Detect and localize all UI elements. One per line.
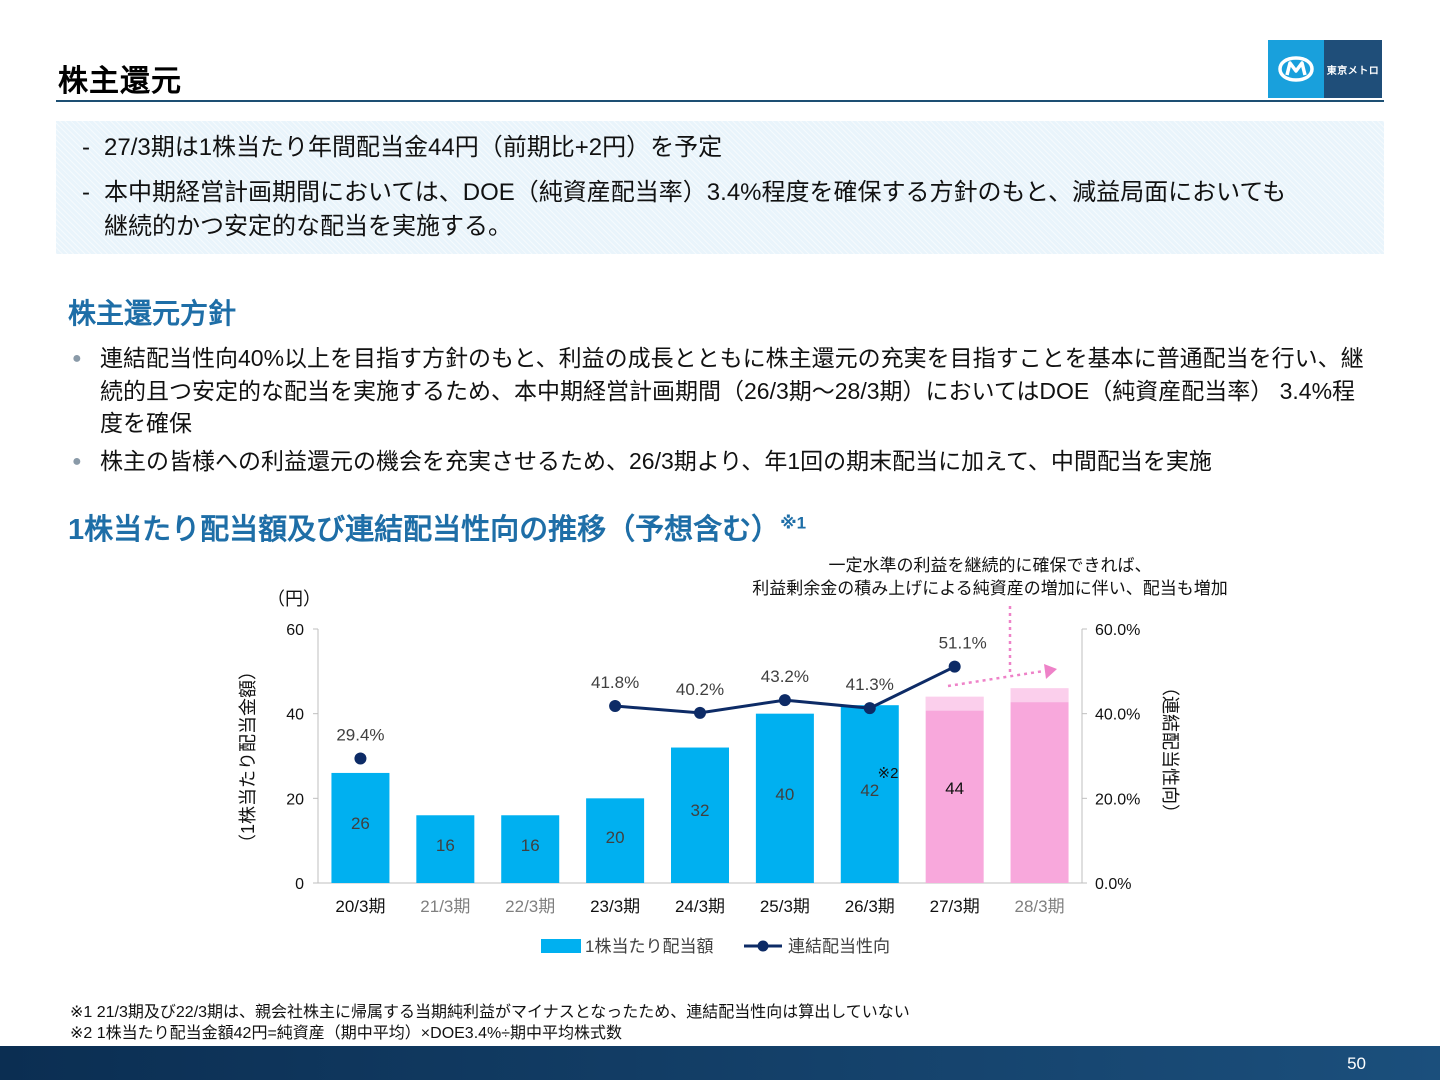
x-tick-label: 27/3期 [930, 897, 980, 916]
payout-ratio-point [863, 702, 876, 715]
right-tick-label: 60.0% [1095, 622, 1140, 639]
payout-ratio-label: 43.2% [761, 667, 809, 686]
chart-heading-text: 1株当たり配当額及び連結配当性向の推移（予想含む） [68, 514, 781, 546]
x-tick-label: 20/3期 [335, 897, 385, 916]
left-tick-label: 40 [286, 707, 304, 724]
page-number: 50 [1347, 1054, 1366, 1073]
policy-text: 度を確保 [100, 410, 192, 436]
summary-text: 27/3期は1株当たり年間配当金44円（前期比+2円）を予定 [104, 134, 723, 161]
bar-28/3期 [1010, 688, 1069, 883]
growth-arrow-line [947, 669, 1045, 688]
policy-text: 連結配当性向40%以上を目指す方針のもと、利益の成長とともに株主還元の充実を目指… [100, 345, 1364, 371]
policy-text: 株主の皆様への利益還元の機会を充実させるため、26/3期より、年1回の期末配当に… [100, 448, 1212, 474]
growth-arrow-head-icon [1044, 664, 1057, 679]
bar-24/3期 [671, 747, 729, 883]
left-tick-label: 60 [286, 622, 304, 639]
right-axis-title: （連結配当性向） [1160, 678, 1180, 822]
bar-value-label: 20 [606, 828, 625, 847]
left-tick-label: 0 [295, 876, 304, 893]
payout-ratio-label: 41.3% [846, 675, 894, 694]
policy-text: 続的且つ安定的な配当を実施するため、本中期経営計画期間（26/3期～28/3期）… [100, 378, 1356, 404]
payout-ratio-point [948, 660, 961, 673]
bar-value-label: 32 [691, 801, 710, 820]
bar-22/3期 [501, 815, 560, 883]
legend-line-marker [757, 940, 769, 952]
bar-26/3期 [840, 705, 899, 883]
dash-bullet-icon: - [82, 179, 90, 206]
bar-27/3期 [925, 696, 984, 883]
logo-text: 東京メトロ [1324, 40, 1382, 98]
payout-ratio-point [694, 706, 706, 719]
summary-item: - 本中期経営計画期間においては、DOE（純資産配当率）3.4%程度を確保する方… [82, 177, 1372, 209]
dividend-chart: 0 20 40 60 0.0% 20.0% 40.0% 60.0% （円） （1株当たり配当金額）… [238, 589, 1180, 956]
right-tick-label: 20.0% [1095, 791, 1140, 808]
bar-value-label: 40 [775, 785, 794, 804]
policy-bullet: ● 株主の皆様への利益還元の機会を充実させるため、26/3期より、年1回の期末配… [72, 445, 1390, 478]
bar-20/3期 [331, 772, 390, 883]
bullet-dot-icon: ● [72, 350, 82, 367]
x-tick-label: 21/3期 [420, 897, 470, 916]
payout-ratio-point [609, 700, 622, 713]
annotation-line: 利益剰余金の積み上げによる純資産の増加に伴い、配当も増加 [752, 579, 1228, 598]
summary-item: - 27/3期は1株当たり年間配当金44円（前期比+2円）を予定 [82, 132, 1372, 164]
x-tick-label: 22/3期 [505, 897, 555, 916]
chart-annotation: 一定水準の利益を継続的に確保できれば、 利益剰余金の積み上げによる純資産の増加に… [720, 554, 1260, 600]
x-tick-label: 24/3期 [675, 897, 725, 916]
summary-item-continued: 継続的かつ安定的な配当を実施する。 [82, 211, 1372, 243]
bar-value-label: 44 [945, 779, 964, 798]
bar-value-label: 42 [860, 781, 879, 800]
payout-ratio-label: 29.4% [336, 726, 384, 745]
x-tick-label: 28/3期 [1015, 897, 1065, 916]
chart-heading: 1株当たり配当額及び連結配当性向の推移（予想含む）※1 [68, 506, 806, 548]
legend-bar-swatch [541, 939, 581, 953]
company-logo: 東京メトロ [1268, 40, 1384, 98]
policy-bullet-continued: 続的且つ安定的な配当を実施するため、本中期経営計画期間（26/3期～28/3期）… [72, 375, 1390, 408]
left-tick-label: 20 [286, 791, 304, 808]
forecast-fade [1010, 688, 1069, 703]
bar-25/3期 [755, 713, 814, 883]
bar-value-label: 16 [436, 836, 455, 855]
policy-bullet-continued: 度を確保 [72, 407, 1390, 440]
left-axis-unit: （円） [267, 589, 321, 609]
payout-ratio-label: 40.2% [676, 680, 724, 699]
payout-ratio-label: 51.1% [939, 634, 987, 653]
dash-bullet-icon: - [82, 134, 90, 161]
right-tick-label: 0.0% [1095, 876, 1131, 893]
summary-text: 継続的かつ安定的な配当を実施する。 [104, 213, 512, 240]
forecast-fade [925, 696, 984, 711]
summary-box: - 27/3期は1株当たり年間配当金44円（前期比+2円）を予定 - 本中期経営… [56, 121, 1384, 254]
x-tick-label: 25/3期 [760, 897, 810, 916]
footnote-1: ※1 21/3期及び22/3期は、親会社株主に帰属する当期純利益がマイナスとなっ… [70, 1004, 910, 1021]
chart-heading-note: ※1 [780, 513, 807, 533]
policy-bullet: ● 連結配当性向40%以上を目指す方針のもと、利益の成長とともに株主還元の充実を… [72, 342, 1390, 375]
title-divider [56, 100, 1384, 102]
payout-ratio-point [778, 694, 791, 707]
annotation-line: 一定水準の利益を継続的に確保できれば、 [828, 556, 1152, 575]
left-axis-title: （1株当たり配当金額） [238, 662, 258, 852]
footer-band: 50 [0, 1046, 1440, 1080]
footnote-2: ※2 1株当たり配当金額42円=純資産（期中平均）×DOE3.4%÷期中平均株式… [70, 1025, 623, 1042]
page-title: 株主還元 [58, 65, 182, 98]
summary-text: 本中期経営計画期間においては、DOE（純資産配当率）3.4%程度を確保する方針の… [104, 179, 1287, 206]
x-tick-label: 26/3期 [845, 897, 895, 916]
legend-bar-label: 1株当たり配当額 [585, 937, 713, 956]
right-tick-label: 40.0% [1095, 707, 1140, 724]
legend-line-label: 連結配当性向 [788, 937, 890, 956]
bullet-dot-icon: ● [72, 453, 82, 470]
bar-value-label: 26 [351, 814, 370, 833]
bar-21/3期 [416, 815, 475, 883]
bar-value-label: 16 [521, 836, 540, 855]
metro-logo-icon [1268, 40, 1324, 98]
policy-heading: 株主還元方針 [68, 298, 237, 329]
bar-23/3期 [586, 798, 645, 883]
x-tick-label: 23/3期 [590, 897, 640, 916]
payout-ratio-label: 41.8% [591, 673, 639, 692]
payout-ratio-point [354, 752, 367, 765]
chart-note-2: ※2 [878, 765, 899, 782]
